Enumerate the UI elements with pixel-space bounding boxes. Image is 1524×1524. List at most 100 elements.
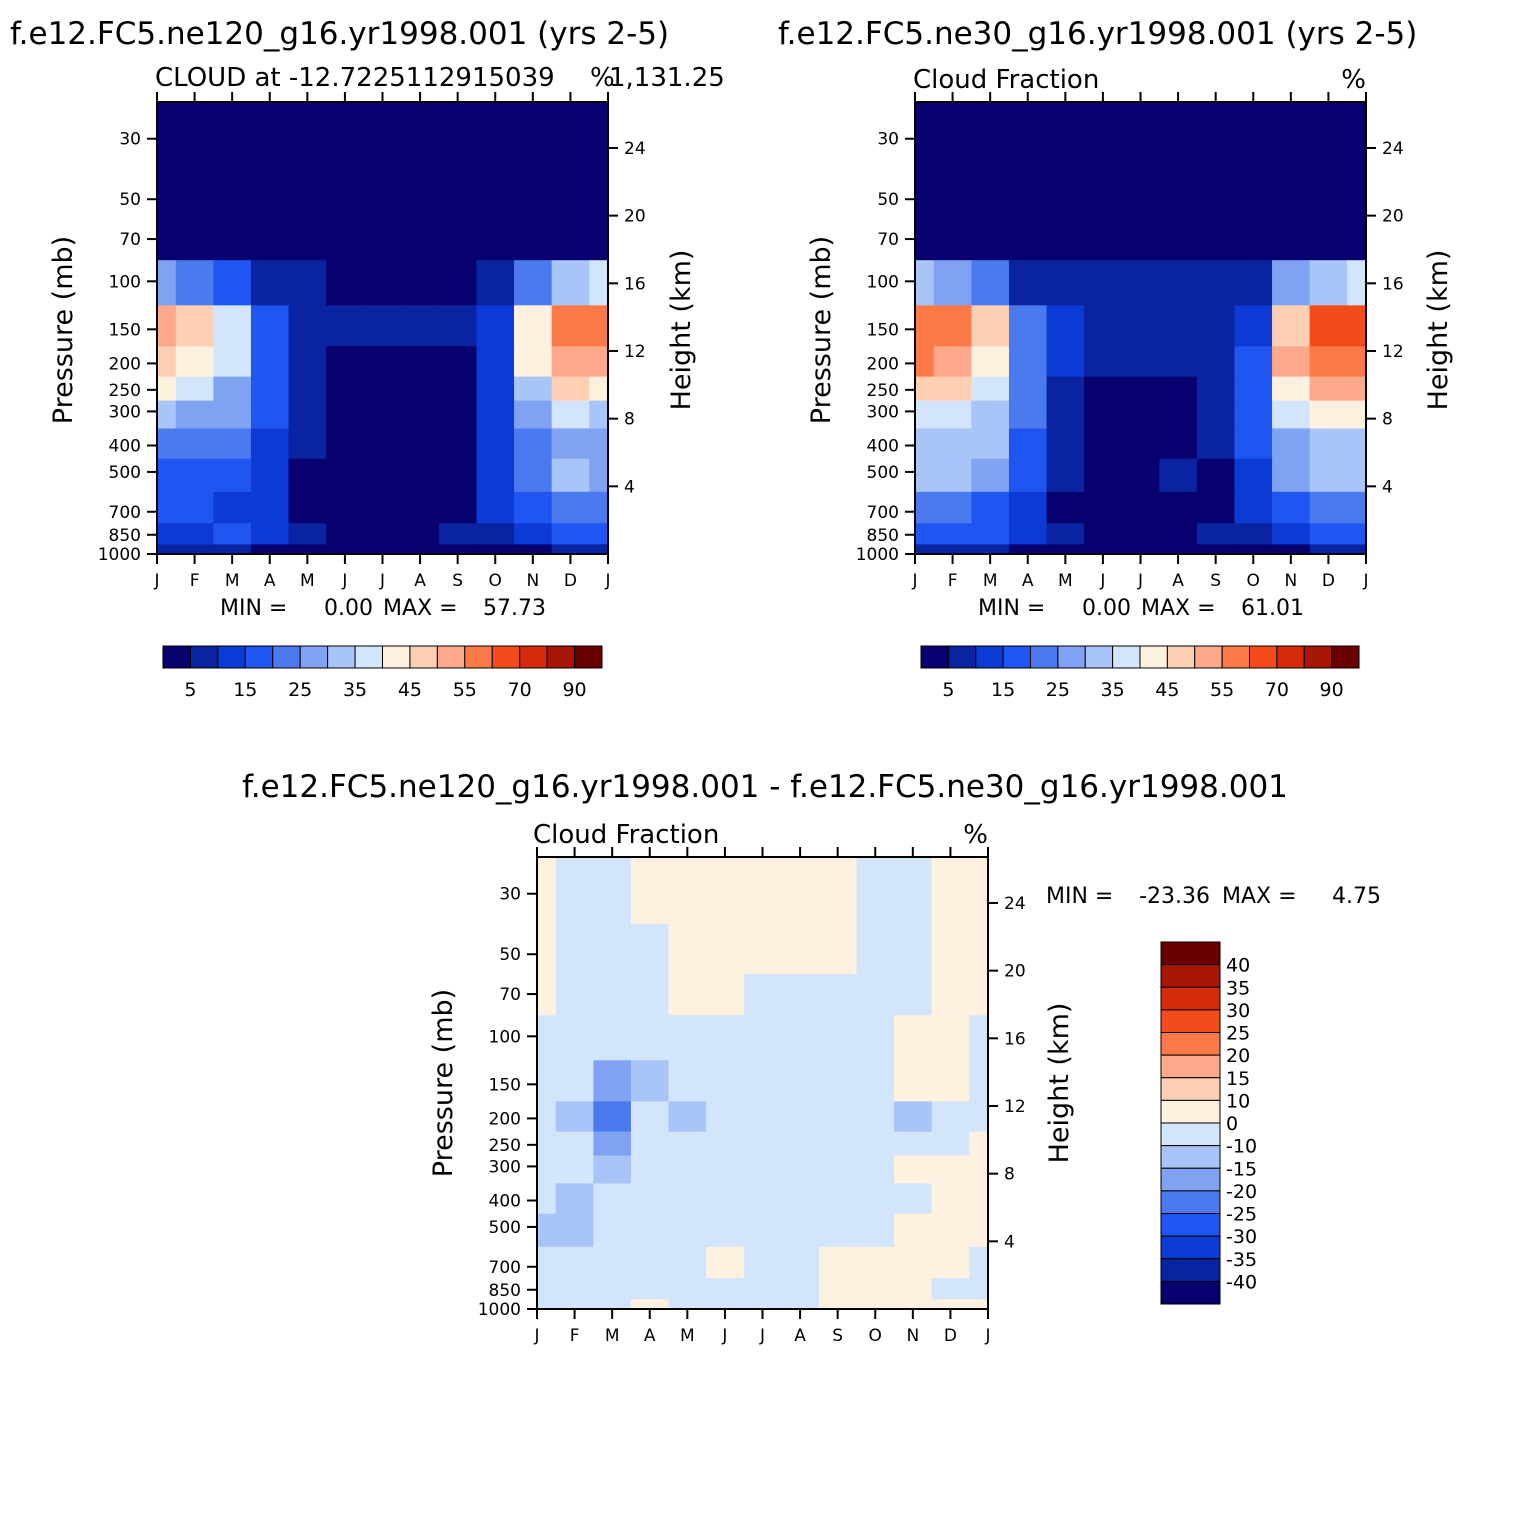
heatmap-cell [1008, 523, 1048, 545]
heatmap-cell [589, 491, 609, 524]
heatmap-cell [288, 168, 327, 220]
heatmap-cell [438, 523, 478, 545]
heatmap-cell [818, 1183, 858, 1215]
heatmap-cell [1046, 219, 1085, 261]
heatmap-cell [1272, 102, 1311, 170]
colorbar-swatch [1160, 1077, 1221, 1101]
x-tick-label: F [190, 571, 200, 591]
colorbar-swatch [1030, 645, 1059, 669]
heatmap-cell [1084, 102, 1123, 170]
stats-max-label: MAX = [383, 596, 458, 621]
y2-tick-label: 20 [624, 207, 646, 227]
heatmap-cell [589, 428, 609, 460]
heatmap-cell [1159, 400, 1198, 430]
heatmap-cell [1008, 428, 1048, 460]
heatmap-cell [401, 376, 440, 402]
heatmap-cell [593, 1246, 632, 1279]
stats-min-value: -23.36 [1139, 884, 1210, 909]
heatmap-cell [706, 1155, 745, 1185]
heatmap-cell [856, 857, 895, 925]
x-tick-label: A [644, 1326, 656, 1346]
heatmap-cell [537, 1060, 557, 1102]
heatmap-cell [894, 1131, 933, 1157]
heatmap-cell [1084, 544, 1123, 555]
heatmap-cell [250, 544, 290, 555]
heatmap-cell [630, 1213, 670, 1248]
heatmap-cell [668, 1131, 707, 1157]
heatmap-cell [1196, 491, 1236, 524]
heatmap-cell [969, 1246, 989, 1279]
heatmap-cell [933, 428, 972, 460]
heatmap-cell [1159, 102, 1198, 170]
heatmap-cell [175, 168, 214, 220]
heatmap-cell [969, 1155, 989, 1185]
heatmap-cell [1347, 168, 1367, 220]
colorbar-swatch [1160, 1190, 1221, 1215]
heatmap-cell [1121, 428, 1160, 460]
heatmap-cell [326, 219, 365, 261]
heatmap-cell [933, 219, 972, 261]
heatmap-cell [933, 491, 972, 524]
x-tick-label: M [300, 571, 315, 591]
heatmap-cell [250, 523, 290, 545]
heatmap-cell [537, 974, 557, 1016]
heatmap-cell [781, 923, 820, 975]
heatmap-cell [1234, 428, 1273, 460]
heatmap-cell [933, 260, 972, 306]
heatmap-cell [476, 260, 515, 306]
panel-subtitle-right: 1,131.25 [609, 63, 725, 93]
heatmap-cell [818, 857, 858, 925]
heatmap-cell [933, 544, 972, 555]
heatmap-cell [555, 1101, 594, 1133]
y2-tick-label: 12 [1382, 342, 1404, 362]
heatmap-cell [1196, 346, 1236, 378]
heatmap-cell [551, 260, 590, 306]
heatmap-cell [551, 458, 590, 493]
heatmap-cell [593, 857, 632, 925]
colorbar-swatch [409, 645, 438, 669]
heatmap-cell [818, 1299, 858, 1310]
x-tick-label: J [759, 1326, 765, 1346]
x-tick-label: S [452, 571, 463, 591]
colorbar-swatch [1194, 645, 1223, 669]
heatmap-cell [551, 219, 590, 261]
y2-axis-label: Height (km) [666, 250, 697, 411]
heatmap-cell [514, 544, 553, 555]
heatmap-cell [514, 428, 553, 460]
heatmap-cell [250, 168, 290, 220]
heatmap-cell [401, 544, 440, 555]
heatmap-cell [476, 102, 515, 170]
heatmap-cell [438, 168, 478, 220]
panel-subtitle-right: % [1341, 65, 1366, 95]
x-tick-label: D [1322, 571, 1335, 591]
heatmap-cell [401, 260, 440, 306]
heatmap-cell [326, 346, 365, 378]
colorbar-tick-label: 25 [288, 679, 312, 701]
colorbar-swatch [162, 645, 191, 669]
x-tick-label: J [533, 1326, 539, 1346]
x-tick-label: O [869, 1326, 882, 1346]
y-tick-label: 850 [867, 526, 899, 546]
heatmap-cell [971, 544, 1010, 555]
heatmap-cell [1309, 523, 1348, 545]
y-tick-label: 250 [109, 381, 141, 401]
heatmap-cell [593, 1131, 632, 1157]
heatmap-cell [1234, 305, 1273, 347]
colorbar-tick-label: 15 [991, 679, 1015, 701]
heatmap-cell [213, 305, 252, 347]
heatmap-cell [969, 857, 989, 925]
heatmap-cell [514, 491, 553, 524]
heatmap-cell [250, 305, 290, 347]
heatmap-cell [537, 1213, 557, 1248]
heatmap-cell [856, 1015, 895, 1061]
heatmap-cell [157, 428, 177, 460]
colorbar-tick-label: 15 [233, 679, 257, 701]
y2-tick-label: 16 [624, 274, 646, 294]
heatmap-cell [1272, 400, 1311, 430]
heatmap-cell [288, 458, 327, 493]
x-tick-label: F [570, 1326, 580, 1346]
heatmap-cell [781, 857, 820, 925]
heatmap-cell [288, 523, 327, 545]
heatmap-cell [915, 376, 935, 402]
heatmap-cell [1159, 260, 1198, 306]
